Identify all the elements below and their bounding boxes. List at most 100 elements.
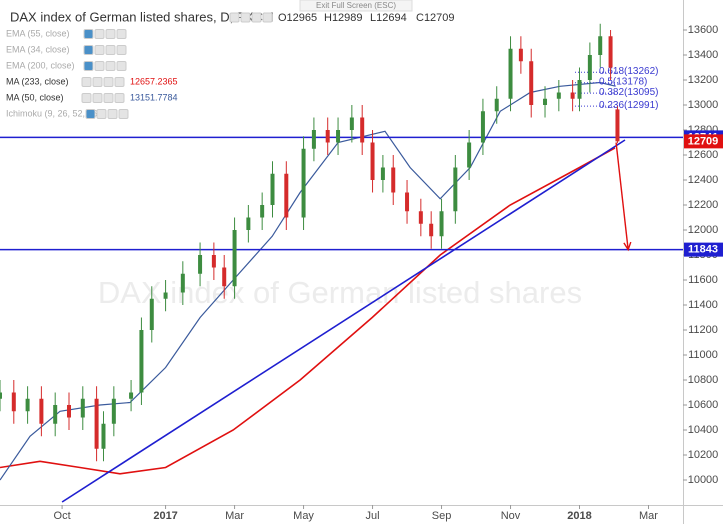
indicator-icon[interactable] bbox=[83, 61, 94, 71]
y-tick-label: 11600 bbox=[688, 274, 718, 286]
candle-body bbox=[111, 398, 116, 424]
trendline bbox=[61, 139, 626, 503]
indicator-icon[interactable] bbox=[107, 109, 118, 119]
x-tick-label: Oct bbox=[54, 510, 71, 522]
indicator-icon[interactable] bbox=[92, 77, 103, 87]
moving-average-line bbox=[0, 81, 616, 481]
candle-body bbox=[380, 167, 385, 180]
candle-body bbox=[260, 205, 265, 218]
ohlc-value: C12709 bbox=[416, 12, 455, 24]
candle-body bbox=[467, 142, 472, 168]
candle-body bbox=[222, 267, 227, 287]
header-icon[interactable] bbox=[251, 12, 262, 23]
indicator-icon[interactable] bbox=[94, 45, 105, 55]
indicator-icon[interactable] bbox=[116, 29, 127, 39]
indicator-icon[interactable] bbox=[114, 77, 125, 87]
y-tick-label: 10000 bbox=[688, 474, 719, 486]
candle-body bbox=[370, 142, 375, 180]
candle-body bbox=[439, 211, 444, 237]
candle-body bbox=[232, 230, 237, 287]
y-tick-label: 13200 bbox=[688, 74, 719, 86]
y-tick-label: 11000 bbox=[688, 349, 718, 361]
candle-body bbox=[615, 109, 620, 142]
indicator-icon[interactable] bbox=[105, 29, 116, 39]
header-icon[interactable] bbox=[262, 12, 273, 23]
candle-body bbox=[101, 423, 106, 449]
candle-body bbox=[453, 167, 458, 212]
header-icon[interactable] bbox=[240, 12, 251, 23]
indicator-icon[interactable] bbox=[81, 93, 92, 103]
y-tick-label: 10400 bbox=[688, 424, 719, 436]
fib-label: 0.236(12991) bbox=[599, 100, 659, 111]
indicator-name: EMA (55, close) bbox=[6, 28, 70, 38]
indicator-name: Ichimoku (9, 26, 52, 26) bbox=[6, 108, 101, 118]
candle-body bbox=[11, 392, 16, 412]
indicator-icon[interactable] bbox=[85, 109, 96, 119]
y-tick-label: 12000 bbox=[688, 224, 719, 236]
candle-body bbox=[0, 392, 2, 399]
candle-body bbox=[163, 292, 168, 299]
indicator-icon[interactable] bbox=[105, 61, 116, 71]
watermark: DAX index of German listed shares bbox=[98, 275, 582, 310]
y-tick-label: 13400 bbox=[688, 49, 719, 61]
candle-body bbox=[246, 217, 251, 230]
indicator-icon[interactable] bbox=[83, 45, 94, 55]
candle-body bbox=[301, 148, 306, 218]
indicator-value: 12657.2365 bbox=[130, 76, 178, 86]
exit-fullscreen-text[interactable]: Exit Full Screen (ESC) bbox=[316, 1, 396, 10]
indicator-icon[interactable] bbox=[83, 29, 94, 39]
candle-body bbox=[508, 48, 513, 99]
y-tick-label: 12400 bbox=[688, 174, 719, 186]
indicator-icon[interactable] bbox=[116, 45, 127, 55]
fib-label: 0.382(13095) bbox=[599, 87, 659, 98]
y-tick-label: 12600 bbox=[688, 149, 719, 161]
exit-fullscreen-button[interactable] bbox=[299, 0, 413, 12]
x-tick-label: 2018 bbox=[567, 510, 591, 522]
y-tick-label: 11400 bbox=[688, 299, 718, 311]
candle-body bbox=[211, 255, 216, 268]
x-tick-label: May bbox=[293, 510, 314, 522]
candle-body bbox=[480, 111, 485, 143]
header-icon[interactable] bbox=[229, 12, 240, 23]
candle-body bbox=[494, 98, 499, 112]
candle-body bbox=[325, 130, 330, 143]
target-arrow bbox=[615, 142, 629, 250]
ohlc-value: O12965 bbox=[278, 12, 317, 24]
candle-body bbox=[429, 223, 434, 237]
indicator-icon[interactable] bbox=[105, 45, 116, 55]
candle-body bbox=[570, 92, 575, 99]
candle-body bbox=[53, 405, 58, 424]
fib-label: 0.618(13262) bbox=[599, 66, 659, 77]
indicator-icon[interactable] bbox=[94, 29, 105, 39]
indicator-icon[interactable] bbox=[118, 109, 129, 119]
x-tick-label: Jul bbox=[366, 510, 380, 522]
y-tick-label: 13000 bbox=[688, 99, 719, 111]
indicator-icon[interactable] bbox=[103, 93, 114, 103]
candle-body bbox=[139, 330, 144, 393]
candle-body bbox=[556, 92, 561, 99]
indicator-icon[interactable] bbox=[114, 93, 125, 103]
candle-body bbox=[577, 80, 582, 99]
indicator-name: MA (50, close) bbox=[6, 92, 64, 102]
indicator-icon[interactable] bbox=[116, 61, 127, 71]
ohlc-value: L12694 bbox=[370, 12, 407, 24]
candle-body bbox=[66, 405, 71, 418]
candle-body bbox=[94, 398, 99, 449]
indicator-icon[interactable] bbox=[81, 77, 92, 87]
indicator-name: EMA (34, close) bbox=[6, 44, 70, 54]
price-tag bbox=[684, 134, 723, 149]
candle-body bbox=[587, 55, 592, 80]
price-tag-label: 12709 bbox=[688, 135, 719, 147]
candle-body bbox=[608, 36, 613, 68]
indicator-icon[interactable] bbox=[103, 77, 114, 87]
x-tick-label: Mar bbox=[225, 510, 244, 522]
candle-body bbox=[529, 61, 534, 105]
y-tick-label: 10600 bbox=[688, 399, 719, 411]
indicator-icon[interactable] bbox=[92, 93, 103, 103]
candle-body bbox=[391, 167, 396, 193]
indicator-icon[interactable] bbox=[96, 109, 107, 119]
fib-label: 0.5(13178) bbox=[599, 76, 647, 87]
indicator-icon[interactable] bbox=[94, 61, 105, 71]
